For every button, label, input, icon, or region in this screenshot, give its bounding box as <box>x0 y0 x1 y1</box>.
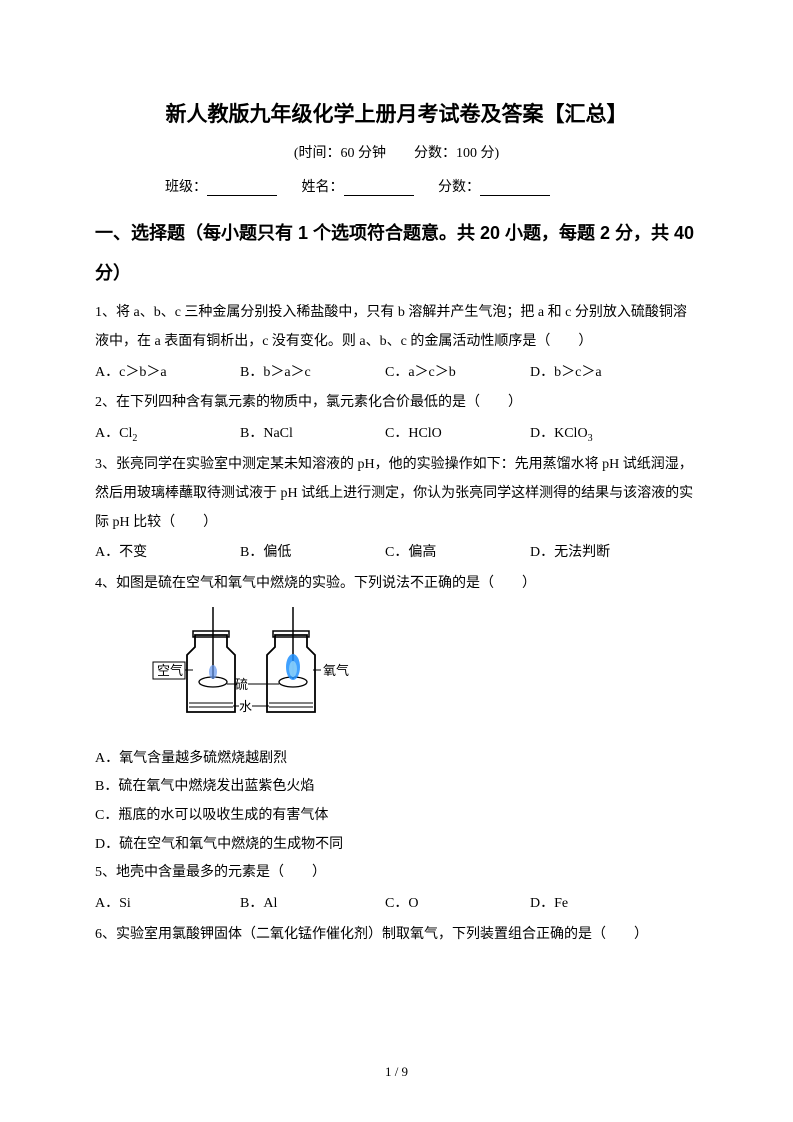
q4-option-d: D．硫在空气和氧气中燃烧的生成物不同 <box>95 831 698 860</box>
name-blank[interactable] <box>344 180 414 196</box>
q2-option-d: D．KClO3 <box>530 420 675 449</box>
question-4: 4、如图是硫在空气和氧气中燃烧的实验。下列说法不正确的是（ ） <box>95 570 698 599</box>
q5-option-b: B．Al <box>240 890 385 919</box>
info-line: 班级： 姓名： 分数： <box>95 176 698 196</box>
q3-option-b: B．偏低 <box>240 539 385 568</box>
section-1-header: 一、选择题（每小题只有 1 个选项符合题意。共 20 小题，每题 2 分，共 4… <box>95 214 698 293</box>
score-label: 分数： <box>438 180 480 195</box>
score-blank[interactable] <box>480 180 550 196</box>
class-label: 班级： <box>165 180 207 195</box>
q5-option-c: C．O <box>385 890 530 919</box>
q1-option-c: C．a＞c＞b <box>385 359 530 388</box>
q1-option-b: B．b＞a＞c <box>240 359 385 388</box>
label-water: 水 <box>239 699 252 714</box>
q1-option-d: D．b＞c＞a <box>530 359 675 388</box>
name-label: 姓名： <box>302 180 344 195</box>
question-3: 3、张亮同学在实验室中测定某未知溶液的 pH，他的实验操作如下：先用蒸馏水将 p… <box>95 451 698 537</box>
q2-option-b: B．NaCl <box>240 420 385 449</box>
q4-option-a: A．氧气含量越多硫燃烧越剧烈 <box>95 745 698 774</box>
question-2: 2、在下列四种含有氯元素的物质中，氯元素化合价最低的是（ ） <box>95 389 698 418</box>
question-1-options: A．c＞b＞a B．b＞a＞c C．a＞c＞b D．b＞c＞a <box>95 359 698 388</box>
q4-option-b: B．硫在氧气中燃烧发出蓝紫色火焰 <box>95 773 698 802</box>
class-blank[interactable] <box>207 180 277 196</box>
question-6: 6、实验室用氯酸钾固体（二氧化锰作催化剂）制取氧气，下列装置组合正确的是（ ） <box>95 921 698 950</box>
q5-option-a: A．Si <box>95 890 240 919</box>
bottle-oxygen-icon <box>267 607 315 712</box>
q3-option-a: A．不变 <box>95 539 240 568</box>
page-title: 新人教版九年级化学上册月考试卷及答案【汇总】 <box>95 98 698 128</box>
label-oxygen: 氧气 <box>323 663 349 678</box>
question-5-options: A．Si B．Al C．O D．Fe <box>95 890 698 919</box>
label-sulfur: 硫 <box>235 677 248 692</box>
question-1: 1、将 a、b、c 三种金属分别投入稀盐酸中，只有 b 溶解并产生气泡；把 a … <box>95 299 698 356</box>
question-4-options: A．氧气含量越多硫燃烧越剧烈 B．硫在氧气中燃烧发出蓝紫色火焰 C．瓶底的水可以… <box>95 745 698 860</box>
q2-option-c: C．HClO <box>385 420 530 449</box>
question-2-options: A．Cl2 B．NaCl C．HClO D．KClO3 <box>95 420 698 449</box>
bottle-air-icon <box>187 607 235 712</box>
q5-option-d: D．Fe <box>530 890 675 919</box>
question-3-options: A．不变 B．偏低 C．偏高 D．无法判断 <box>95 539 698 568</box>
label-air: 空气 <box>157 663 183 678</box>
page-subtitle: (时间：60 分钟 分数：100 分) <box>95 142 698 162</box>
q2-option-a: A．Cl2 <box>95 420 240 449</box>
experiment-diagram: 空气 氧气 硫 水 <box>135 607 698 737</box>
q3-option-d: D．无法判断 <box>530 539 675 568</box>
question-5: 5、地壳中含量最多的元素是（ ） <box>95 859 698 888</box>
q4-option-c: C．瓶底的水可以吸收生成的有害气体 <box>95 802 698 831</box>
q1-option-a: A．c＞b＞a <box>95 359 240 388</box>
page-number: 1 / 9 <box>0 1064 793 1080</box>
q3-option-c: C．偏高 <box>385 539 530 568</box>
